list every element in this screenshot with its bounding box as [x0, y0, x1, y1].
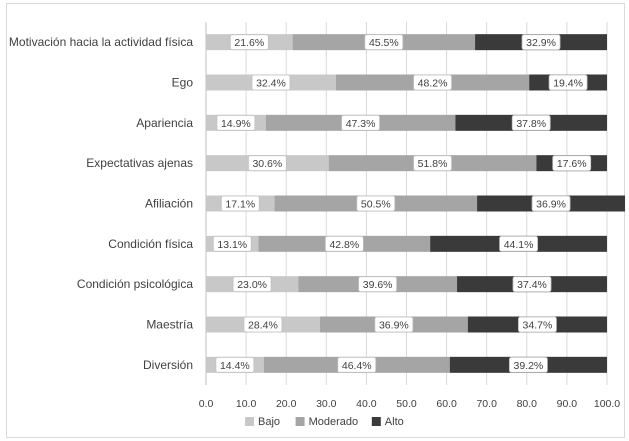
data-label: 44.1% [504, 239, 534, 251]
data-label-box [220, 195, 260, 212]
category-label: Motivación hacia la actividad física [9, 35, 193, 49]
data-label: 48.2% [418, 78, 448, 90]
data-label-box [356, 195, 396, 212]
data-label-box [215, 356, 255, 373]
data-label: 14.9% [221, 118, 251, 130]
data-label: 30.6% [252, 158, 282, 170]
data-label: 51.8% [418, 158, 448, 170]
data-label-box [512, 276, 552, 293]
data-label-box [337, 356, 377, 373]
x-tick-label: 0.0 [199, 398, 214, 410]
data-label: 34.7% [523, 320, 553, 332]
category-label: Diversión [143, 358, 193, 372]
legend-label: Bajo [258, 416, 280, 428]
category-label: Maestría [146, 318, 193, 332]
legend-label: Moderado [309, 416, 359, 428]
data-label: 39.6% [363, 279, 393, 291]
data-label-box [531, 195, 571, 212]
category-label: Condición física [108, 237, 193, 251]
data-label: 37.8% [516, 118, 546, 130]
data-label: 28.4% [248, 320, 278, 332]
data-label: 50.5% [361, 199, 391, 211]
data-label-box [364, 34, 404, 51]
data-label-box [212, 235, 252, 252]
category-label: Expectativas ajenas [86, 156, 193, 170]
category-label: Afiliación [145, 197, 193, 211]
data-label-box [358, 276, 398, 293]
data-label-box [251, 74, 291, 91]
x-tick-label: 100.0 [594, 398, 620, 410]
data-label: 36.9% [379, 320, 409, 332]
data-label-box [374, 316, 414, 333]
x-tick-label: 80.0 [517, 398, 538, 410]
data-label: 36.9% [536, 199, 566, 211]
legend-swatch-alto [371, 417, 381, 426]
data-label-box [232, 276, 272, 293]
data-label-box [243, 316, 283, 333]
data-label: 47.3% [346, 118, 376, 130]
data-label-box [413, 155, 452, 172]
category-label: Ego [172, 76, 194, 90]
legend-label: Alto [385, 416, 404, 428]
x-tick-label: 40.0 [356, 398, 377, 410]
data-label-box [229, 34, 269, 51]
chart-frame [6, 3, 625, 438]
data-label: 17.6% [557, 158, 587, 170]
data-label-box [499, 235, 538, 252]
data-label: 19.4% [553, 78, 583, 90]
data-label-box [518, 316, 557, 333]
data-label: 21.6% [234, 37, 264, 49]
legend-swatch-moderado [295, 417, 305, 426]
data-label-box [509, 356, 548, 373]
legend-swatch-bajo [245, 417, 254, 426]
data-label: 32.4% [256, 78, 286, 90]
data-label: 42.8% [329, 239, 359, 251]
x-tick-label: 60.0 [436, 398, 457, 410]
data-label: 14.4% [220, 360, 250, 372]
data-label-box [511, 114, 551, 131]
data-label: 45.5% [369, 37, 399, 49]
data-label: 39.2% [514, 360, 544, 372]
data-label-box [341, 114, 380, 131]
data-label-box [521, 34, 561, 51]
category-label: Condición psicológica [77, 277, 193, 291]
data-label-box [216, 114, 256, 131]
data-label: 17.1% [225, 199, 255, 211]
x-tick-label: 50.0 [396, 398, 417, 410]
data-label-box [413, 74, 452, 91]
data-label-box [548, 74, 588, 91]
data-label: 46.4% [342, 360, 372, 372]
data-label-box [324, 235, 364, 252]
data-label: 13.1% [217, 239, 247, 251]
data-label: 37.4% [517, 279, 547, 291]
x-tick-label: 20.0 [276, 398, 297, 410]
x-tick-label: 30.0 [316, 398, 337, 410]
x-tick-label: 70.0 [476, 398, 497, 410]
data-label-box [247, 155, 287, 172]
x-tick-label: 90.0 [557, 398, 578, 410]
data-label: 23.0% [237, 279, 267, 291]
category-label: Apariencia [136, 116, 193, 130]
x-tick-label: 10.0 [236, 398, 257, 410]
data-label: 32.9% [526, 37, 556, 49]
data-label-box [552, 155, 592, 172]
